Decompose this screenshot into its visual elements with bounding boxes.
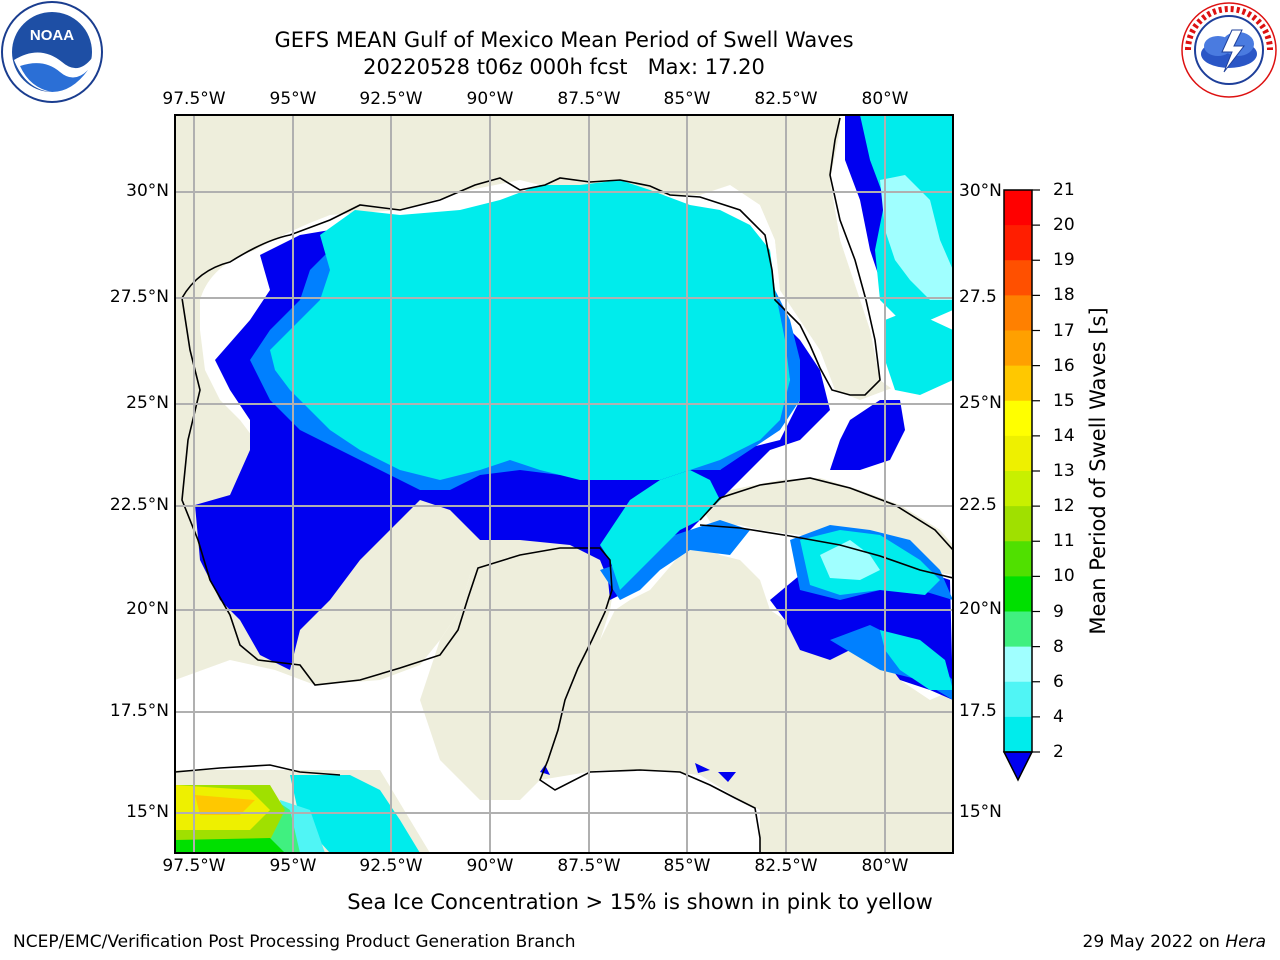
colorbar-band: [1004, 576, 1032, 612]
lon-label-top: 95°W: [269, 89, 317, 109]
colorbar-tick-label: 2: [1053, 742, 1064, 762]
lat-label-left: 17.5°N: [109, 701, 169, 721]
lon-label-top: 97.5°W: [162, 89, 226, 109]
colorbar-band: [1004, 716, 1032, 753]
colorbar: [1002, 189, 1040, 782]
yucatan-land: [420, 545, 615, 800]
colorbar-tick-label: 21: [1053, 180, 1075, 200]
lat-label-right: 15°N: [959, 802, 1002, 822]
lon-label-bottom: 92.5°W: [359, 856, 423, 876]
chart-title: GEFS MEAN Gulf of Mexico Mean Period of …: [274, 28, 854, 52]
lat-label-right: 27.5: [959, 287, 997, 307]
lat-label-right: 17.5: [959, 701, 997, 721]
lon-label-top: 82.5°W: [754, 89, 818, 109]
nws-logo: [1181, 2, 1277, 98]
colorbar-title: Mean Period of Swell Waves [s]: [1086, 307, 1110, 635]
colorbar-band: [1004, 611, 1032, 648]
lon-label-bottom: 80°W: [861, 856, 909, 876]
lat-label-left: 30°N: [126, 181, 169, 201]
colorbar-band: [1004, 190, 1032, 226]
lon-label-bottom: 82.5°W: [754, 856, 818, 876]
colorbar-band: [1004, 330, 1032, 367]
colorbar-tick-label: 17: [1053, 320, 1075, 341]
lon-label-top: 87.5°W: [557, 89, 621, 109]
florida-land: [760, 180, 880, 395]
colorbar-tick-label: 10: [1053, 566, 1075, 587]
colorbar-band: [1004, 681, 1032, 718]
swell-band-2-4s: [195, 230, 830, 670]
lon-label-bottom: 85°W: [663, 856, 711, 876]
sea-ice-note: Sea Ice Concentration > 15% is shown in …: [347, 890, 933, 914]
colorbar-tick-label: 9: [1053, 601, 1064, 622]
colorbar-tick-label: 11: [1053, 531, 1075, 552]
date-text: 29 May 2022 on Hera: [1083, 932, 1267, 952]
colorbar-tick-label: 18: [1053, 285, 1075, 306]
lat-label-left: 27.5°N: [109, 287, 169, 307]
colorbar-tick-label: 14: [1053, 425, 1075, 446]
colorbar-band: [1004, 541, 1032, 577]
colorbar-tick-label: 12: [1053, 496, 1075, 517]
colorbar-band: [1004, 435, 1032, 472]
lon-label-top: 90°W: [466, 89, 514, 109]
colorbar-band: [1004, 225, 1032, 261]
colorbar-extension: [1002, 751, 1034, 782]
colorbar-tick-label: 19: [1053, 250, 1075, 271]
lat-label-right: 30°N: [959, 181, 1002, 201]
coastline: [175, 117, 953, 853]
colorbar-tick-label: 15: [1053, 390, 1075, 411]
colorbar-band: [1004, 400, 1032, 437]
map-gridlines: [175, 115, 953, 853]
colorbar-tick-label: 4: [1053, 706, 1064, 727]
lat-label-left: 22.5°N: [109, 495, 169, 515]
lat-label-left: 15°N: [126, 802, 169, 822]
lat-label-right: 25°N: [959, 393, 1002, 413]
colorbar-band: [1004, 295, 1032, 331]
colorbar-band: [1004, 646, 1032, 683]
colorbar-tick-label: 16: [1053, 355, 1075, 376]
lat-label-left: 20°N: [126, 599, 169, 619]
colorbar-band: [1004, 365, 1032, 402]
colorbar-band: [1004, 471, 1032, 507]
lon-label-top: 80°W: [861, 89, 909, 109]
colorbar-tick-label: 20: [1053, 215, 1075, 236]
lon-label-bottom: 87.5°W: [557, 856, 621, 876]
colorbar-band: [1004, 260, 1032, 296]
chart-subtitle: 20220528 t06z 000h fcst Max: 17.20: [363, 55, 765, 79]
lon-label-top: 85°W: [663, 89, 711, 109]
colorbar-tick-label: 6: [1053, 671, 1064, 692]
colorbar-tick-label: 8: [1053, 636, 1064, 657]
lat-label-right: 22.5: [959, 495, 997, 515]
host-name: Hera: [1225, 932, 1266, 952]
colorbar-band: [1004, 506, 1032, 542]
lon-label-bottom: 95°W: [269, 856, 317, 876]
noaa-logo: NOAA: [1, 1, 103, 103]
lat-label-left: 25°N: [126, 393, 169, 413]
date-label: 29 May 2022 on: [1082, 932, 1226, 952]
colorbar-tick-label: 13: [1053, 461, 1075, 481]
swell-band-6-8s: [270, 180, 790, 480]
noaa-logo-text: NOAA: [30, 27, 74, 44]
credit-text: NCEP/EMC/Verification Post Processing Pr…: [13, 932, 576, 952]
lon-label-top: 92.5°W: [359, 89, 423, 109]
lon-label-bottom: 97.5°W: [162, 856, 226, 876]
lon-label-bottom: 90°W: [466, 856, 514, 876]
lat-label-right: 20°N: [959, 599, 1002, 619]
map-border: [174, 114, 954, 854]
